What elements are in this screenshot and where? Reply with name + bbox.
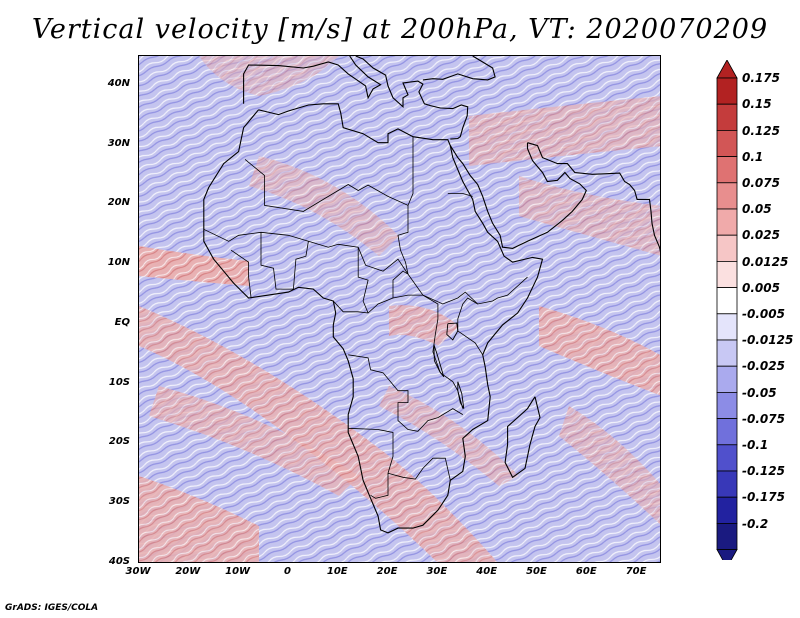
coastline-segment (504, 396, 541, 479)
colorbar-label: 0.0125 (742, 254, 789, 269)
lon-tick-label: 10W (225, 566, 251, 577)
coastline-segment (527, 142, 660, 253)
colorbar-swatches (716, 60, 738, 560)
grads-credit: GrADS: IGES/COLA (5, 603, 99, 613)
colorbar-swatch (716, 418, 738, 446)
velocity-patch (379, 386, 519, 486)
velocity-patch (469, 96, 660, 166)
chart-title: Vertical velocity [m/s] at 200hPa, VT: 2… (31, 14, 769, 45)
velocity-patch (139, 476, 259, 562)
colorbar-swatch (716, 470, 738, 498)
colorbar-swatch (716, 313, 738, 341)
colorbar-label: -0.2 (742, 516, 769, 531)
velocity-patch (249, 156, 399, 256)
colorbar-label: 0.15 (742, 97, 772, 112)
colorbar-label: 0.125 (742, 123, 780, 138)
colorbar-swatch (716, 496, 738, 524)
coastlines (203, 56, 660, 534)
lon-tick-label: 70E (625, 566, 647, 577)
lon-tick-label: 30E (426, 566, 448, 577)
lon-tick-label: 40E (476, 566, 498, 577)
lon-tick-label: 0 (283, 566, 291, 577)
coastline-segment (447, 193, 473, 197)
coastline-segment (449, 142, 587, 249)
colorbar-label: -0.005 (742, 307, 785, 321)
colorbar-swatch (716, 339, 738, 367)
coastline-segment (422, 56, 496, 81)
lat-tick-label: 10S (108, 376, 130, 388)
colorbar-label: -0.05 (742, 385, 777, 400)
colorbar-swatch (716, 391, 738, 419)
lon-tick-label: 10E (326, 566, 348, 577)
colorbar-swatch (716, 287, 738, 315)
coastline-segment (457, 297, 484, 356)
coastline-segment (243, 56, 382, 104)
colorbar-swatch (716, 260, 738, 288)
colorbar-label: -0.125 (742, 464, 785, 479)
coastline-segment (230, 249, 252, 299)
colorbar-swatch (716, 156, 738, 184)
coastline-segment (333, 294, 464, 409)
coastline-segment (392, 205, 409, 298)
coastline-segment (387, 457, 451, 481)
coastline-segment (203, 228, 528, 305)
lon-tick-label: 20E (376, 566, 398, 577)
lon-tick-label: 60E (575, 566, 597, 577)
colorbar-swatch (716, 130, 738, 158)
colorbar-max-arrow (716, 60, 738, 79)
colorbar-label: 0.175 (742, 71, 780, 86)
colorbar-label: 0.05 (742, 202, 772, 217)
velocity-patch (539, 306, 660, 396)
colorbar-swatch (716, 182, 738, 210)
colorbar-swatch (716, 522, 738, 550)
lat-tick-label: 40S (108, 556, 130, 567)
colorbar-label: 0.075 (742, 176, 780, 190)
velocity-patch (519, 176, 660, 256)
velocity-patch (389, 305, 459, 346)
positive-velocity-bands (139, 56, 660, 562)
coastline-segment (355, 56, 469, 140)
lat-tick-label: 40N (107, 77, 130, 89)
colorbar-swatch (716, 77, 738, 105)
coastline-segment (446, 322, 459, 341)
colorbar-label: 0.025 (742, 228, 780, 243)
lon-tick-label: 30W (125, 566, 151, 577)
coastline-segment (348, 354, 464, 432)
velocity-patch (559, 406, 660, 525)
coastline-segment (348, 427, 394, 499)
colorbar-label: -0.075 (742, 411, 785, 426)
coastline-segment (457, 381, 465, 409)
colorbar-label: -0.1 (742, 438, 769, 452)
velocity-patch (139, 246, 249, 286)
colorbar-min-arrow (716, 549, 738, 560)
colorbar-swatch (716, 103, 738, 131)
lon-tick-label: 20W (175, 566, 201, 577)
colorbar-swatch (716, 234, 738, 262)
lat-tick-label: EQ (114, 316, 130, 328)
colorbar-label: -0.175 (742, 490, 785, 505)
colorbar-label: -0.0125 (742, 333, 794, 348)
colorbar-label: 0.1 (742, 149, 764, 164)
coastline-segment (260, 232, 309, 290)
colorbar-swatch (716, 365, 738, 393)
lat-tick-label: 20S (108, 436, 130, 448)
lon-tick-label: 50E (526, 566, 547, 577)
lat-tick-label: 30S (108, 496, 130, 508)
colorbar-swatch (716, 444, 738, 472)
velocity-field-map (139, 56, 660, 562)
map-plot-area (138, 55, 661, 563)
velocity-patch (199, 56, 339, 96)
lat-tick-label: 10N (107, 257, 130, 269)
colorbar-label: 0.005 (742, 280, 780, 295)
lat-tick-label: 20N (107, 197, 130, 209)
velocity-patch (149, 386, 359, 496)
coastline-segment (433, 344, 445, 378)
velocity-patch (139, 306, 498, 562)
colorbar-swatch (716, 208, 738, 236)
lat-tick-label: 30N (107, 137, 130, 149)
coastline-segment (357, 247, 369, 314)
colorbar-label: -0.025 (742, 359, 785, 374)
